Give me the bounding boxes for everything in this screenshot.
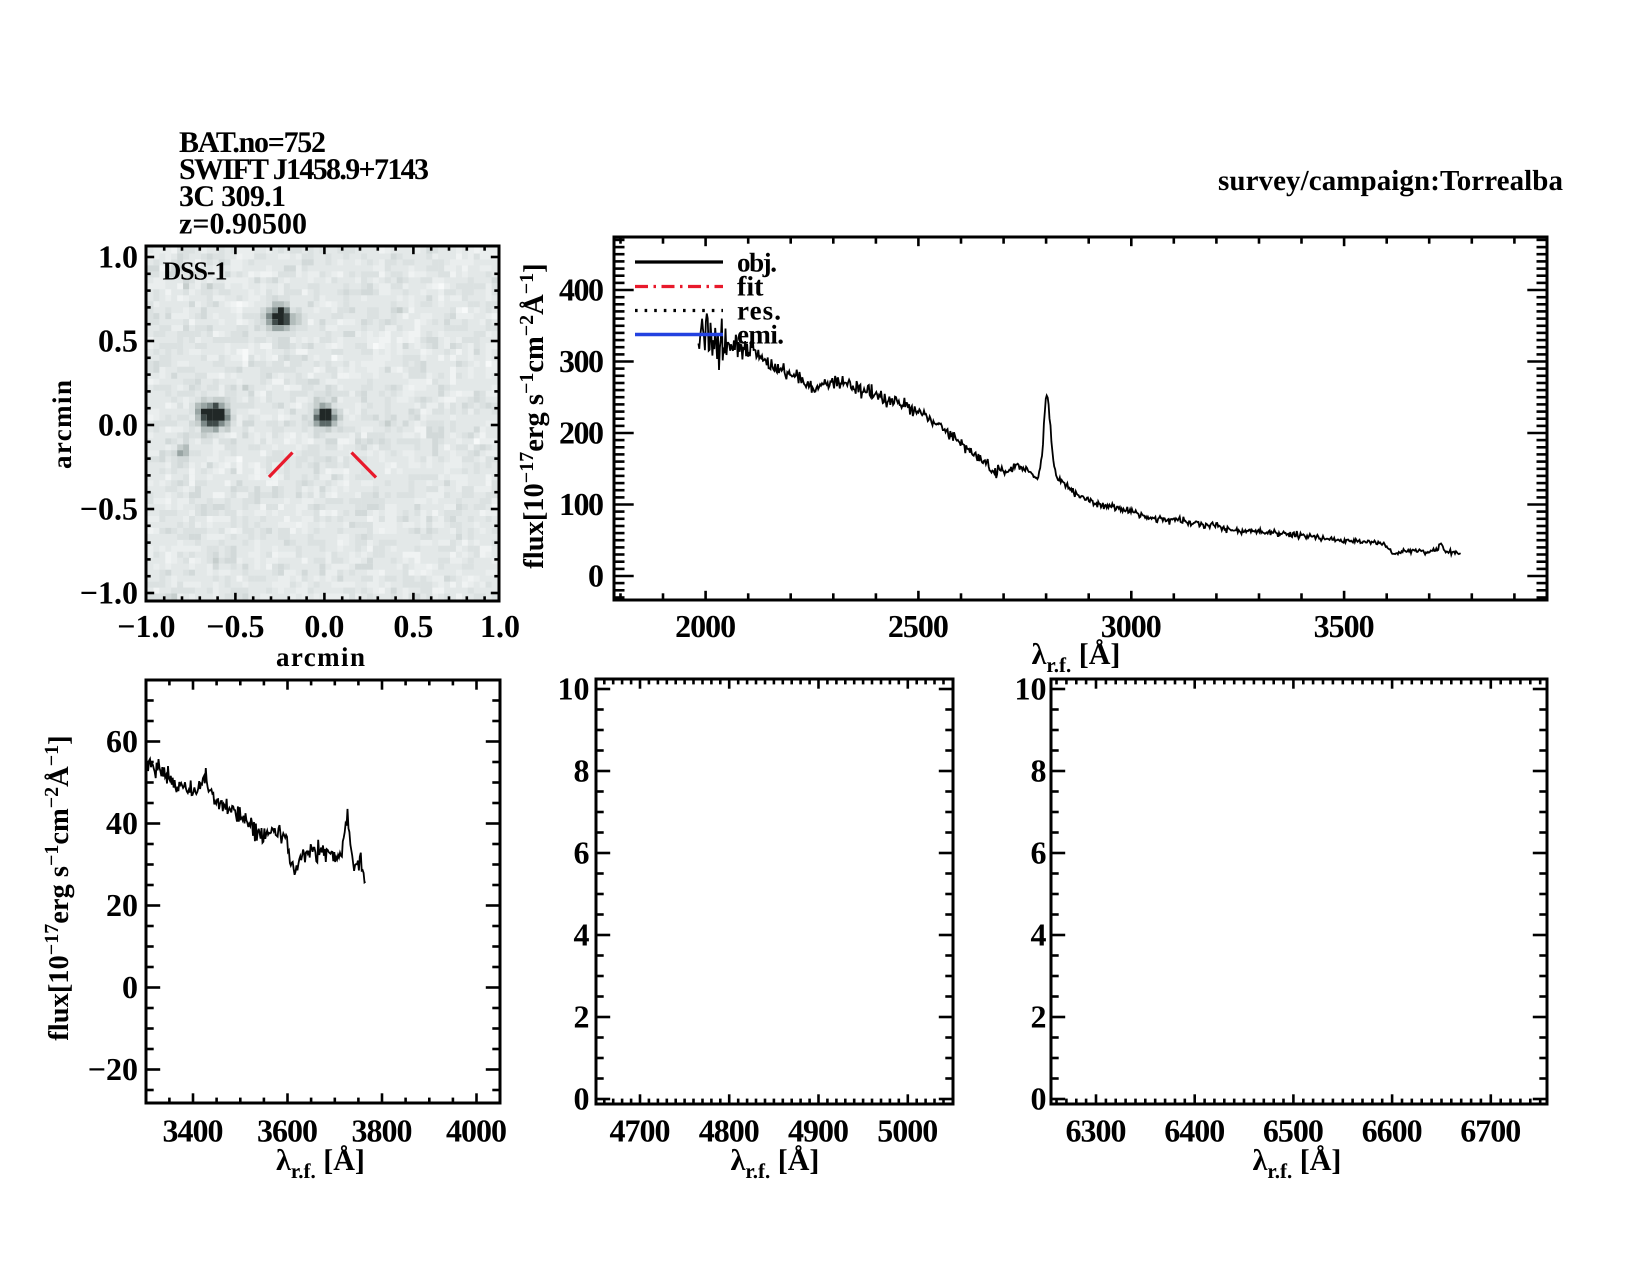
svg-text:10: 10 xyxy=(1015,671,1047,707)
svg-text:5000: 5000 xyxy=(877,1113,938,1149)
svg-text:200: 200 xyxy=(559,415,604,451)
svg-text:4000: 4000 xyxy=(446,1113,507,1149)
svg-text:400: 400 xyxy=(559,272,604,308)
svg-text:6: 6 xyxy=(574,835,590,871)
svg-text:DSS-1: DSS-1 xyxy=(163,257,228,286)
svg-text:obj.: obj. xyxy=(737,248,777,278)
svg-text:emi.: emi. xyxy=(737,320,784,350)
svg-text:flux[10−17erg s−1cm−2Å−1]: flux[10−17erg s−1cm−2Å−1] xyxy=(41,735,75,1040)
svg-text:4: 4 xyxy=(1031,917,1047,953)
svg-text:3600: 3600 xyxy=(257,1113,318,1149)
svg-text:2: 2 xyxy=(574,999,590,1035)
svg-text:60: 60 xyxy=(106,723,138,759)
svg-text:4700: 4700 xyxy=(610,1113,671,1149)
svg-text:0: 0 xyxy=(588,558,604,594)
svg-text:z=0.90500: z=0.90500 xyxy=(179,208,307,241)
svg-text:res.: res. xyxy=(737,296,781,326)
svg-text:2000: 2000 xyxy=(675,608,736,644)
svg-text:SWIFT J1458.9+7143: SWIFT J1458.9+7143 xyxy=(179,153,429,186)
svg-text:6600: 6600 xyxy=(1362,1113,1423,1149)
svg-text:40: 40 xyxy=(106,805,138,841)
svg-text:8: 8 xyxy=(1031,753,1047,789)
svg-text:2500: 2500 xyxy=(888,608,949,644)
svg-text:−0.5: −0.5 xyxy=(206,608,264,644)
svg-text:3400: 3400 xyxy=(163,1113,224,1149)
svg-text:6300: 6300 xyxy=(1066,1113,1127,1149)
svg-text:100: 100 xyxy=(559,486,604,522)
svg-text:flux[10−17erg s−1cm−2Å−1]: flux[10−17erg s−1cm−2Å−1] xyxy=(516,263,550,568)
svg-text:fit: fit xyxy=(737,272,764,303)
svg-text:20: 20 xyxy=(106,887,138,923)
svg-text:6500: 6500 xyxy=(1263,1113,1324,1149)
svg-text:8: 8 xyxy=(574,753,590,789)
svg-text:0.5: 0.5 xyxy=(393,608,433,644)
svg-text:1.0: 1.0 xyxy=(98,239,138,275)
svg-text:λr.f. [Å]: λr.f. [Å] xyxy=(1253,1144,1342,1183)
svg-text:λr.f. [Å]: λr.f. [Å] xyxy=(276,1144,365,1183)
svg-text:arcmin: arcmin xyxy=(47,380,77,469)
svg-text:2: 2 xyxy=(1031,999,1047,1035)
svg-text:BAT.no=752: BAT.no=752 xyxy=(179,126,326,159)
svg-text:−1.0: −1.0 xyxy=(80,575,138,611)
svg-text:0.0: 0.0 xyxy=(304,608,344,644)
svg-text:4900: 4900 xyxy=(788,1113,849,1149)
svg-text:6400: 6400 xyxy=(1164,1113,1225,1149)
svg-text:0: 0 xyxy=(122,969,138,1005)
svg-text:6700: 6700 xyxy=(1460,1113,1521,1149)
svg-text:0: 0 xyxy=(574,1081,590,1117)
svg-text:λr.f. [Å]: λr.f. [Å] xyxy=(1032,638,1121,677)
svg-text:0.5: 0.5 xyxy=(98,323,138,359)
svg-text:3500: 3500 xyxy=(1314,608,1375,644)
svg-text:3C 309.1: 3C 309.1 xyxy=(179,180,286,213)
svg-text:3800: 3800 xyxy=(352,1113,413,1149)
svg-text:survey/campaign:Torrealba: survey/campaign:Torrealba xyxy=(1218,165,1564,197)
svg-text:−1.0: −1.0 xyxy=(117,608,175,644)
svg-text:4: 4 xyxy=(574,917,590,953)
svg-text:0: 0 xyxy=(1031,1081,1047,1117)
svg-text:λr.f. [Å]: λr.f. [Å] xyxy=(731,1144,820,1183)
svg-text:300: 300 xyxy=(559,343,604,379)
svg-text:1.0: 1.0 xyxy=(480,608,520,644)
svg-text:10: 10 xyxy=(558,671,590,707)
svg-text:0.0: 0.0 xyxy=(98,407,138,443)
svg-text:arcmin: arcmin xyxy=(276,642,365,672)
svg-text:−20: −20 xyxy=(88,1051,138,1087)
svg-text:4800: 4800 xyxy=(699,1113,760,1149)
svg-text:−0.5: −0.5 xyxy=(80,491,138,527)
svg-text:6: 6 xyxy=(1031,835,1047,871)
svg-text:3000: 3000 xyxy=(1101,608,1162,644)
